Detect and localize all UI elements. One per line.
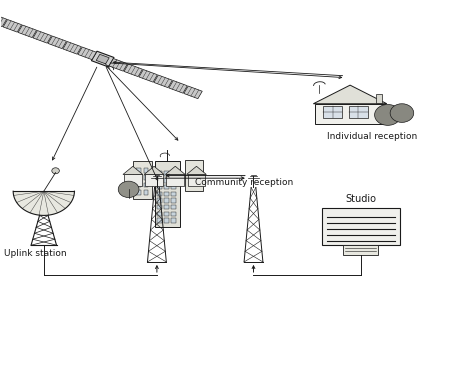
Polygon shape [123,166,143,174]
Bar [157,205,162,210]
Bar [171,185,176,189]
Polygon shape [13,191,74,215]
Bar [164,171,169,176]
Polygon shape [96,54,109,64]
Bar [322,208,400,245]
Bar [136,168,141,172]
Polygon shape [18,25,36,38]
Polygon shape [154,75,173,88]
Circle shape [52,168,59,174]
Bar [157,198,162,203]
Bar [144,175,148,180]
Bar [136,190,141,195]
Polygon shape [139,69,157,82]
Bar [164,218,169,223]
Polygon shape [78,47,96,60]
Bar [323,106,342,118]
Polygon shape [91,51,114,67]
Bar [157,185,162,189]
Bar [164,185,169,189]
Polygon shape [63,42,82,54]
Bar [164,198,169,203]
Bar [188,174,205,186]
Polygon shape [124,64,143,76]
Bar [164,178,169,183]
Circle shape [118,181,139,198]
Polygon shape [313,85,387,104]
Text: Individual reception: Individual reception [327,132,417,141]
Polygon shape [187,166,206,174]
Bar [144,183,148,188]
Bar [185,160,203,191]
Bar [155,162,181,226]
Bar [133,162,152,199]
Bar [171,178,176,183]
Polygon shape [144,166,164,174]
Bar [171,171,176,176]
Bar [376,94,382,103]
Bar [136,175,141,180]
Polygon shape [3,20,22,32]
Bar [171,218,176,223]
Bar [157,178,162,183]
Bar [166,174,184,186]
Text: Studio: Studio [345,194,376,204]
Bar [171,212,176,216]
Text: Community reception: Community reception [195,178,293,187]
Text: Uplink station: Uplink station [4,249,66,258]
Polygon shape [169,81,187,93]
Bar [164,192,169,196]
Bar [157,192,162,196]
Polygon shape [109,58,128,71]
Polygon shape [184,86,202,99]
Bar [145,174,163,186]
Bar [171,192,176,196]
Bar [136,183,141,188]
Bar [144,190,148,195]
Circle shape [374,105,401,125]
Circle shape [390,104,414,122]
Bar [164,212,169,216]
Bar [157,171,162,176]
Bar [349,106,367,118]
Bar [144,168,148,172]
Bar [124,174,142,186]
Bar [171,198,176,203]
Bar [164,205,169,210]
Polygon shape [33,30,52,43]
Polygon shape [0,14,7,27]
Bar [343,245,378,255]
Bar [157,212,162,216]
Bar [315,104,385,124]
Polygon shape [48,36,66,49]
Bar [171,205,176,210]
Polygon shape [165,166,185,174]
Bar [157,218,162,223]
